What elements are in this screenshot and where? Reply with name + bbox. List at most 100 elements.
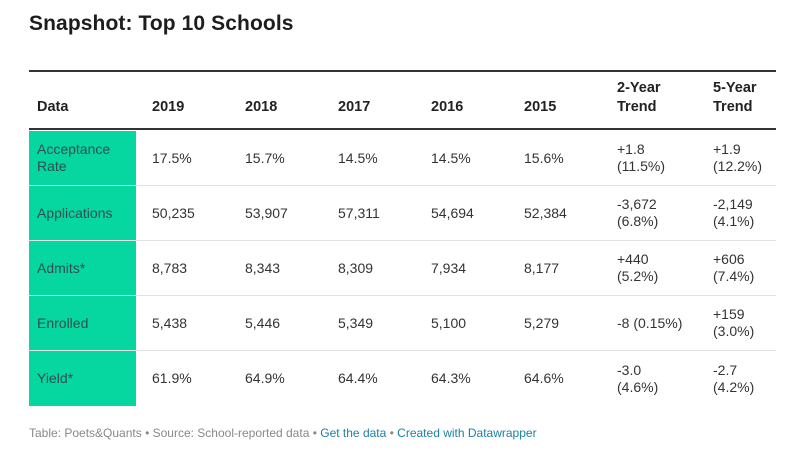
cell-5-year-trend-line2: (3.0%): [713, 323, 755, 339]
header-5-year-trend: 5-Year Trend: [713, 79, 757, 117]
cell-2018-value: 8,343: [245, 259, 281, 276]
row-label-cell: Acceptance Rate: [29, 131, 136, 185]
get-the-data-link[interactable]: Get the data: [320, 426, 387, 440]
table-row: Acceptance Rate 17.5% 15.7% 14.5% 14.5% …: [29, 131, 776, 186]
cell-2016-value: 14.5%: [431, 149, 471, 166]
cell-2015-value: 52,384: [524, 204, 567, 221]
cell-2-year-trend: -8 (0.15%): [617, 296, 682, 350]
cell-5-year-trend-line1: +1.9: [713, 141, 741, 157]
row-label-cell: Yield*: [29, 351, 136, 406]
cell-2019-value: 61.9%: [152, 370, 192, 386]
cell-5-year-trend-line2: (4.1%): [713, 213, 755, 229]
cell-5-year-trend-line2: (12.2%): [713, 158, 763, 174]
cell-5-year-trend: +159 (3.0%): [713, 296, 754, 350]
row-label: Admits*: [37, 260, 85, 277]
header-2-year-trend-line1: 2-Year: [617, 80, 661, 96]
cell-2019: 61.9%: [152, 351, 192, 406]
header-5-year-trend-line1: 5-Year: [713, 80, 757, 96]
cell-2-year-trend-line1: -8 (0.15%): [617, 314, 683, 331]
cell-2019: 8,783: [152, 241, 187, 295]
cell-2-year-trend: +1.8 (11.5%): [617, 131, 665, 185]
cell-2015-value: 5,279: [524, 314, 560, 331]
page-title: Snapshot: Top 10 Schools: [29, 12, 294, 35]
cell-2016-value: 54,694: [431, 204, 474, 221]
cell-2019-value: 5,438: [152, 314, 188, 331]
cell-2018: 8,343: [245, 241, 280, 295]
row-label: Acceptance Rate: [37, 141, 110, 175]
cell-2017: 8,309: [338, 241, 373, 295]
footer-source: Table: Poets&Quants • Source: School-rep…: [29, 426, 310, 440]
row-label: Yield*: [37, 370, 73, 387]
cell-2018-value: 5,446: [245, 314, 281, 331]
cell-2016-value: 5,100: [431, 314, 467, 331]
cell-5-year-trend: +1.9 (12.2%): [713, 131, 762, 185]
cell-2017-value: 64.4%: [338, 370, 378, 386]
cell-2019-value: 50,235: [152, 204, 195, 221]
cell-2018-value: 15.7%: [245, 149, 285, 166]
cell-5-year-trend: +606 (7.4%): [713, 241, 754, 295]
row-label-line2: Rate: [37, 158, 67, 174]
header-data: Data: [37, 99, 69, 115]
table-header-row: Data 2019 2018 2017 2016 2015 2-Year Tre…: [29, 72, 776, 130]
cell-2018: 15.7%: [245, 131, 285, 185]
cell-2017: 14.5%: [338, 131, 378, 185]
row-label-line1: Admits*: [37, 259, 86, 276]
top-rule: [29, 70, 776, 72]
cell-2015: 52,384: [524, 186, 567, 240]
cell-2-year-trend-line2: (5.2%): [617, 268, 659, 284]
cell-2-year-trend-line2: (4.6%): [617, 378, 659, 395]
row-label-line1: Yield*: [37, 370, 74, 386]
row-label-cell: Applications: [29, 186, 136, 240]
cell-2017-value: 5,349: [338, 314, 374, 331]
table-row: Admits* 8,783 8,343 8,309 7,934 8,177 +4…: [29, 241, 776, 296]
footer-separator: •: [309, 426, 321, 440]
cell-2017-value: 8,309: [338, 259, 374, 276]
header-2-year-trend-line2: Trend: [617, 99, 657, 115]
cell-5-year-trend-line2: (7.4%): [713, 268, 755, 284]
cell-5-year-trend-line1: -2,149: [713, 196, 753, 212]
header-2016: 2016: [431, 99, 464, 115]
cell-2-year-trend-line2: (11.5%): [617, 158, 665, 174]
header-2-year-trend: 2-Year Trend: [617, 79, 661, 117]
cell-2015: 8,177: [524, 241, 559, 295]
cell-2017: 64.4%: [338, 351, 378, 406]
cell-2015-value: 8,177: [524, 259, 560, 276]
cell-2019: 5,438: [152, 296, 187, 350]
cell-2015: 15.6%: [524, 131, 564, 185]
cell-2-year-trend: -3,672 (6.8%): [617, 186, 658, 240]
header-2015: 2015: [524, 99, 557, 115]
header-2018: 2018: [245, 99, 278, 115]
cell-2019: 17.5%: [152, 131, 192, 185]
footer-separator: •: [386, 426, 398, 440]
cell-2015-value: 64.6%: [524, 370, 564, 386]
header-5-year-trend-line2: Trend: [713, 99, 753, 115]
cell-2016: 14.5%: [431, 131, 471, 185]
cell-2016: 54,694: [431, 186, 474, 240]
cell-5-year-trend-line1: +606: [713, 251, 745, 267]
cell-2016-value: 7,934: [431, 259, 467, 276]
cell-2019-value: 17.5%: [152, 149, 192, 166]
cell-2018: 53,907: [245, 186, 288, 240]
cell-2019: 50,235: [152, 186, 195, 240]
row-label-line1: Acceptance: [37, 141, 111, 157]
row-label-cell: Enrolled: [29, 296, 136, 350]
cell-2018: 5,446: [245, 296, 280, 350]
cell-2017-value: 14.5%: [338, 149, 378, 166]
table-footer: Table: Poets&Quants • Source: School-rep…: [29, 426, 537, 440]
cell-5-year-trend-line1: -2.7: [713, 361, 738, 378]
cell-2016-value: 64.3%: [431, 370, 471, 386]
cell-2017: 57,311: [338, 186, 380, 240]
cell-5-year-trend-line2: (4.2%): [713, 378, 755, 395]
row-label: Applications: [37, 205, 113, 222]
cell-5-year-trend: -2,149 (4.1%): [713, 186, 754, 240]
row-label-line1: Applications: [37, 204, 113, 221]
cell-2018: 64.9%: [245, 351, 285, 406]
cell-2-year-trend-line1: +440: [617, 251, 649, 267]
cell-2015: 64.6%: [524, 351, 564, 406]
created-with-datawrapper-link[interactable]: Created with Datawrapper: [397, 426, 537, 440]
cell-5-year-trend-line1: +159: [713, 306, 745, 322]
cell-2-year-trend-line1: -3.0: [617, 361, 642, 378]
cell-2018-value: 64.9%: [245, 370, 285, 386]
cell-2016: 64.3%: [431, 351, 471, 406]
table-row: Enrolled 5,438 5,446 5,349 5,100 5,279 -…: [29, 296, 776, 351]
